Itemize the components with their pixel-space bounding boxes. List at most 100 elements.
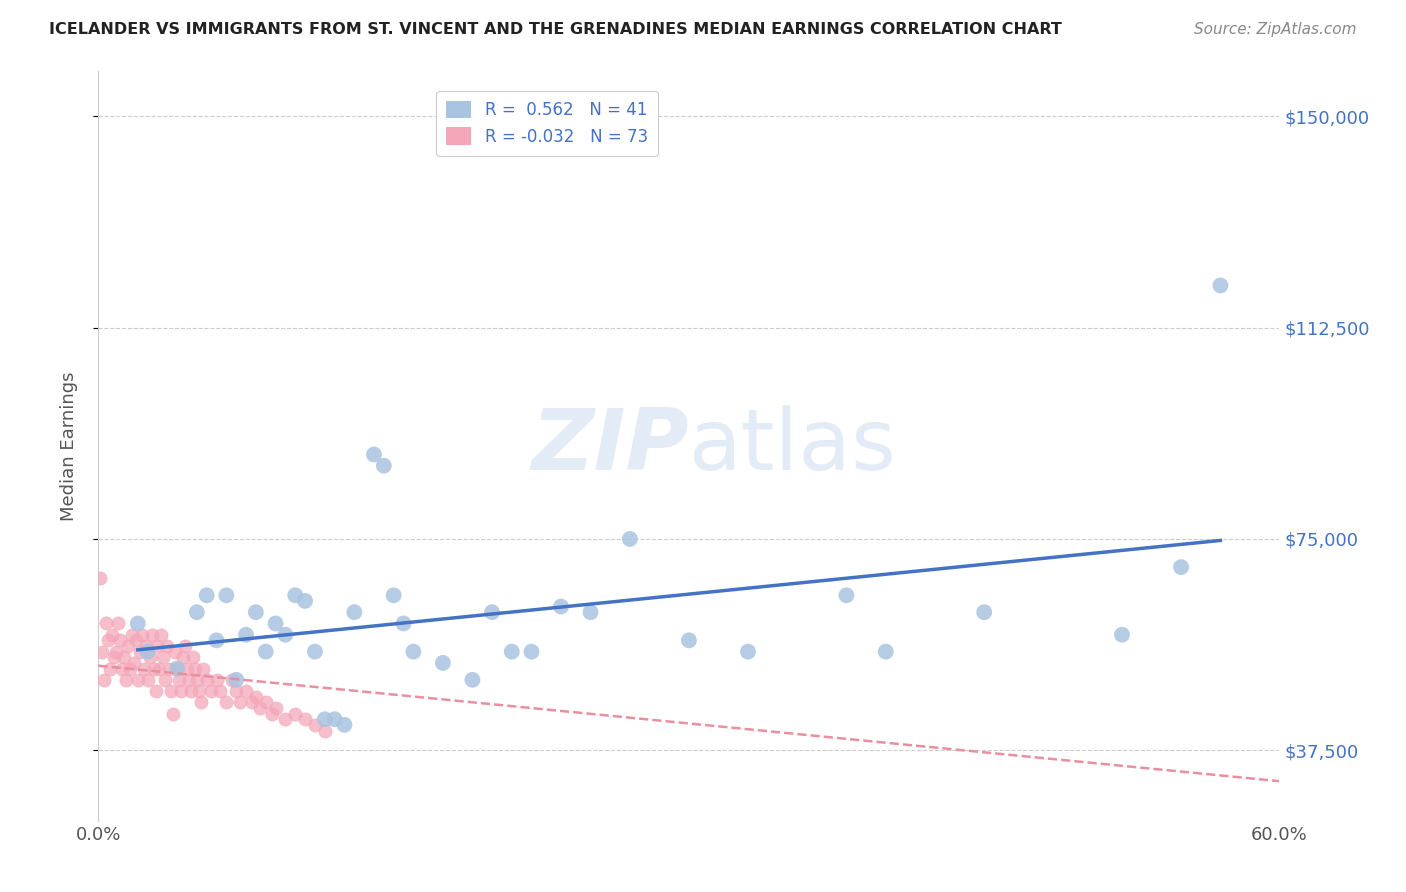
- Point: [91, 645, 114, 659]
- Point: [145, 684, 167, 698]
- Point: [128, 645, 150, 659]
- Point: [190, 695, 212, 709]
- Point: [97, 633, 120, 648]
- Point: [254, 645, 277, 659]
- Point: [205, 673, 228, 687]
- Point: [115, 673, 138, 687]
- Point: [107, 616, 129, 631]
- Point: [186, 673, 208, 687]
- Point: [225, 684, 247, 698]
- Point: [274, 712, 297, 726]
- Point: [382, 588, 405, 602]
- Point: [195, 588, 218, 602]
- Point: [402, 645, 425, 659]
- Point: [274, 628, 297, 642]
- Point: [98, 661, 121, 675]
- Point: [373, 458, 395, 473]
- Point: [167, 673, 190, 687]
- Point: [235, 684, 257, 698]
- Point: [284, 588, 307, 602]
- Point: [835, 588, 858, 602]
- Point: [363, 447, 385, 461]
- Point: [174, 639, 197, 653]
- Point: [112, 650, 135, 665]
- Point: [973, 605, 995, 619]
- Point: [304, 718, 326, 732]
- Point: [180, 684, 202, 698]
- Point: [156, 639, 179, 653]
- Point: [737, 645, 759, 659]
- Text: Source: ZipAtlas.com: Source: ZipAtlas.com: [1194, 22, 1357, 37]
- Point: [314, 712, 336, 726]
- Point: [245, 690, 267, 704]
- Point: [118, 661, 141, 675]
- Point: [165, 645, 187, 659]
- Point: [520, 645, 543, 659]
- Point: [205, 633, 228, 648]
- Point: [254, 695, 277, 709]
- Text: ICELANDER VS IMMIGRANTS FROM ST. VINCENT AND THE GRENADINES MEDIAN EARNINGS CORR: ICELANDER VS IMMIGRANTS FROM ST. VINCENT…: [49, 22, 1062, 37]
- Point: [195, 673, 218, 687]
- Point: [101, 628, 124, 642]
- Point: [181, 650, 204, 665]
- Point: [186, 605, 208, 619]
- Point: [105, 645, 128, 659]
- Point: [264, 616, 287, 631]
- Point: [135, 639, 157, 653]
- Point: [678, 633, 700, 648]
- Point: [343, 605, 366, 619]
- Point: [127, 673, 149, 687]
- Point: [176, 661, 198, 675]
- Point: [155, 673, 177, 687]
- Point: [579, 605, 602, 619]
- Point: [260, 706, 283, 721]
- Point: [131, 628, 153, 642]
- Legend: R =  0.562   N = 41, R = -0.032   N = 73: R = 0.562 N = 41, R = -0.032 N = 73: [436, 91, 658, 155]
- Point: [304, 645, 326, 659]
- Point: [481, 605, 503, 619]
- Point: [136, 645, 159, 659]
- Point: [170, 684, 193, 698]
- Point: [150, 628, 173, 642]
- Point: [142, 661, 165, 675]
- Point: [875, 645, 897, 659]
- Point: [221, 673, 243, 687]
- Point: [1111, 628, 1133, 642]
- Point: [550, 599, 572, 614]
- Point: [122, 656, 145, 670]
- Point: [245, 605, 267, 619]
- Point: [235, 628, 257, 642]
- Point: [249, 701, 271, 715]
- Point: [501, 645, 523, 659]
- Point: [136, 673, 159, 687]
- Point: [162, 706, 184, 721]
- Point: [229, 695, 252, 709]
- Point: [1170, 560, 1192, 574]
- Point: [184, 661, 207, 675]
- Point: [111, 661, 134, 675]
- Point: [209, 684, 232, 698]
- Point: [215, 588, 238, 602]
- Point: [89, 571, 111, 585]
- Point: [191, 661, 214, 675]
- Point: [152, 650, 174, 665]
- Text: atlas: atlas: [689, 404, 897, 488]
- Point: [138, 650, 160, 665]
- Point: [166, 661, 188, 675]
- Point: [93, 673, 115, 687]
- Point: [294, 594, 316, 608]
- Point: [314, 723, 336, 738]
- Point: [619, 532, 641, 546]
- Text: ZIP: ZIP: [531, 404, 689, 488]
- Point: [215, 695, 238, 709]
- Y-axis label: Median Earnings: Median Earnings: [59, 371, 77, 521]
- Point: [461, 673, 484, 687]
- Point: [146, 639, 169, 653]
- Point: [200, 684, 222, 698]
- Point: [148, 661, 170, 675]
- Point: [157, 661, 180, 675]
- Point: [264, 701, 287, 715]
- Point: [160, 684, 183, 698]
- Point: [323, 712, 346, 726]
- Point: [96, 616, 118, 631]
